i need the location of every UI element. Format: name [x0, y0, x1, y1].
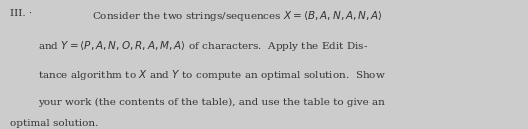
Text: tance algorithm to $X$ and $Y$ to compute an optimal solution.  Show: tance algorithm to $X$ and $Y$ to comput…: [38, 68, 386, 82]
Text: optimal solution.: optimal solution.: [10, 119, 98, 128]
Text: III. ·: III. ·: [10, 9, 32, 18]
Text: and $Y = \langle P, A, N, O, R, A, M, A\rangle$ of characters.  Apply the Edit D: and $Y = \langle P, A, N, O, R, A, M, A\…: [38, 39, 368, 53]
Text: Consider the two strings/sequences $X = \langle B, A, N, A, N, A\rangle$: Consider the two strings/sequences $X = …: [92, 9, 383, 23]
Text: your work (the contents of the table), and use the table to give an: your work (the contents of the table), a…: [38, 98, 385, 107]
